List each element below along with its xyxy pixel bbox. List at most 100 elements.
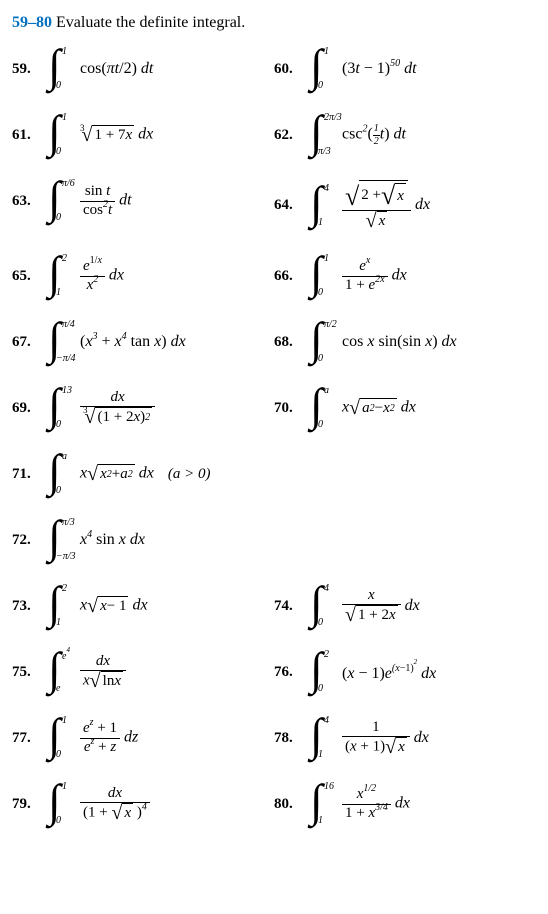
problem: 75.∫e4edxx√ln x bbox=[12, 651, 274, 693]
lower-limit: 0 bbox=[56, 420, 61, 430]
lower-limit: 0 bbox=[318, 288, 323, 298]
problem-row: 75.∫e4edxx√ln x76.∫20(x − 1)e(x−1)2 dx bbox=[12, 651, 536, 693]
integral-sign: ∫130 bbox=[48, 387, 68, 429]
problem-row: 61. ∫103√1 + 7x dx 62.∫2π/3π/3csc2(12t) dt bbox=[12, 114, 536, 156]
upper-limit: 1 bbox=[324, 47, 329, 57]
problem-number: 69. bbox=[12, 400, 38, 417]
lower-limit: 0 bbox=[56, 486, 61, 496]
problem: 65.∫21e1/xx2 dx bbox=[12, 255, 274, 297]
lower-limit: −π/3 bbox=[56, 552, 76, 562]
integral: ∫π/60sin tcos2t dt bbox=[48, 180, 132, 222]
lower-limit: 0 bbox=[318, 81, 323, 91]
problem-number: 63. bbox=[12, 193, 38, 210]
problem-row: 63.∫π/60sin tcos2t dt64.∫41√2 + √x√x dx bbox=[12, 180, 536, 231]
problem: 67.∫π/4−π/4(x3 + x4 tan x) dx bbox=[12, 321, 274, 363]
problem: 63. ∫π/60sin tcos2t dt bbox=[12, 180, 274, 222]
integral-sign: ∫41 bbox=[310, 717, 330, 759]
problem-number: 64. bbox=[274, 197, 300, 214]
integral-sign: ∫161 bbox=[310, 783, 330, 825]
problem-number: 80. bbox=[274, 796, 300, 813]
problem: 76.∫20(x − 1)e(x−1)2 dx bbox=[274, 651, 536, 693]
lower-limit: 1 bbox=[318, 750, 323, 760]
upper-limit: a bbox=[324, 386, 329, 396]
problem-row: 79.∫10dx(1 + √x )480.∫161x1/21 + x3/4 dx bbox=[12, 783, 536, 825]
problem-number: 74. bbox=[274, 598, 300, 615]
problem-row: 69.∫130dx3√(1 + 2x)270.∫a0x√a2 − x2 dx bbox=[12, 387, 536, 429]
lower-limit: 0 bbox=[56, 750, 61, 760]
problem-list: 59.∫10cos(πt/2) dt60.∫10(3t − 1)50 dt61.… bbox=[12, 48, 536, 825]
problem-number: 70. bbox=[274, 400, 300, 417]
problem: 70.∫a0x√a2 − x2 dx bbox=[274, 387, 536, 429]
lower-limit: e bbox=[56, 684, 60, 694]
lower-limit: 1 bbox=[56, 618, 61, 628]
integrand: (x3 + x4 tan x) dx bbox=[80, 333, 186, 351]
integral: ∫130dx3√(1 + 2x)2 bbox=[48, 387, 155, 429]
problem-row: 67.∫π/4−π/4(x3 + x4 tan x) dx68.∫π/20cos… bbox=[12, 321, 536, 363]
problem: 64.∫41√2 + √x√x dx bbox=[274, 180, 536, 231]
integral: ∫10dx(1 + √x )4 bbox=[48, 783, 150, 825]
integral-sign: ∫40 bbox=[310, 585, 330, 627]
problem: 78.∫411(x + 1)√x dx bbox=[274, 717, 536, 759]
integral: ∫21e1/xx2 dx bbox=[48, 255, 124, 297]
upper-limit: 1 bbox=[62, 47, 67, 57]
lower-limit: 1 bbox=[318, 218, 323, 228]
problem-number: 65. bbox=[12, 268, 38, 285]
integrand: x√a2 − x2 dx bbox=[342, 398, 416, 418]
integrand: ez + 1ez + z dz bbox=[80, 720, 138, 756]
upper-limit: π/6 bbox=[62, 179, 75, 189]
upper-limit: 4 bbox=[324, 184, 329, 194]
upper-limit: 2 bbox=[62, 254, 67, 264]
integrand: x√x2 + a2 dx bbox=[80, 464, 154, 484]
integrand: 1(x + 1)√x dx bbox=[342, 719, 429, 757]
upper-limit: 4 bbox=[324, 584, 329, 594]
integral-sign: ∫10 bbox=[310, 48, 330, 90]
integral: ∫103√1 + 7x dx bbox=[48, 114, 153, 156]
integral: ∫a0x√x2 + a2 dx bbox=[48, 453, 154, 495]
problem: 68. ∫π/20cos x sin(sin x) dx bbox=[274, 321, 536, 363]
problem-number: 68. bbox=[274, 334, 300, 351]
integrand: dxx√ln x bbox=[80, 653, 126, 691]
problem-number: 61. bbox=[12, 127, 38, 144]
integral: ∫e4edxx√ln x bbox=[48, 651, 126, 693]
problem-range: 59–80 bbox=[12, 14, 52, 31]
integral-sign: ∫10 bbox=[48, 717, 68, 759]
integral-sign: ∫41 bbox=[310, 185, 330, 227]
problem-number: 62. bbox=[274, 127, 300, 144]
problem-row: 72.∫π/3−π/3x4 sin x dx bbox=[12, 519, 536, 561]
upper-limit: a bbox=[62, 452, 67, 462]
upper-limit: 16 bbox=[324, 782, 334, 792]
upper-limit: e4 bbox=[62, 650, 70, 662]
integrand: cos(πt/2) dt bbox=[80, 60, 153, 78]
upper-limit: π/4 bbox=[62, 320, 75, 330]
integrand: csc2(12t) dt bbox=[342, 123, 406, 147]
problem-row: 59.∫10cos(πt/2) dt60.∫10(3t − 1)50 dt bbox=[12, 48, 536, 90]
integral-sign: ∫20 bbox=[310, 651, 330, 693]
condition: (a > 0) bbox=[168, 466, 211, 483]
upper-limit: 13 bbox=[62, 386, 72, 396]
problem: 69.∫130dx3√(1 + 2x)2 bbox=[12, 387, 274, 429]
problem-row: 73.∫21x√x − 1 dx74.∫40x√1 + 2x dx bbox=[12, 585, 536, 627]
integral: ∫21x√x − 1 dx bbox=[48, 585, 148, 627]
integral-sign: ∫π/3−π/3 bbox=[48, 519, 68, 561]
problem-number: 59. bbox=[12, 61, 38, 78]
integral-sign: ∫e4e bbox=[48, 651, 68, 693]
upper-limit: 1 bbox=[62, 113, 67, 123]
problem: 62.∫2π/3π/3csc2(12t) dt bbox=[274, 114, 536, 156]
lower-limit: 1 bbox=[56, 288, 61, 298]
integrand: x√1 + 2x dx bbox=[342, 587, 420, 625]
integral-sign: ∫21 bbox=[48, 585, 68, 627]
integral: ∫π/3−π/3x4 sin x dx bbox=[48, 519, 145, 561]
problem-row: 65.∫21e1/xx2 dx66.∫10ex1 + e2x dx bbox=[12, 255, 536, 297]
integrand: ex1 + e2x dx bbox=[342, 258, 407, 294]
integrand: sin tcos2t dt bbox=[80, 183, 132, 219]
integral: ∫20(x − 1)e(x−1)2 dx bbox=[310, 651, 436, 693]
integral: ∫π/20cos x sin(sin x) dx bbox=[310, 321, 457, 363]
integral: ∫10 cos(πt/2) dt bbox=[48, 48, 153, 90]
lower-limit: 0 bbox=[56, 816, 61, 826]
integral-sign: ∫10 bbox=[48, 48, 68, 90]
integral-sign: ∫10 bbox=[48, 114, 68, 156]
lower-limit: 0 bbox=[318, 354, 323, 364]
integral-sign: ∫10 bbox=[310, 255, 330, 297]
lower-limit: −π/4 bbox=[56, 354, 76, 364]
integrand: x1/21 + x3/4 dx bbox=[342, 786, 410, 822]
